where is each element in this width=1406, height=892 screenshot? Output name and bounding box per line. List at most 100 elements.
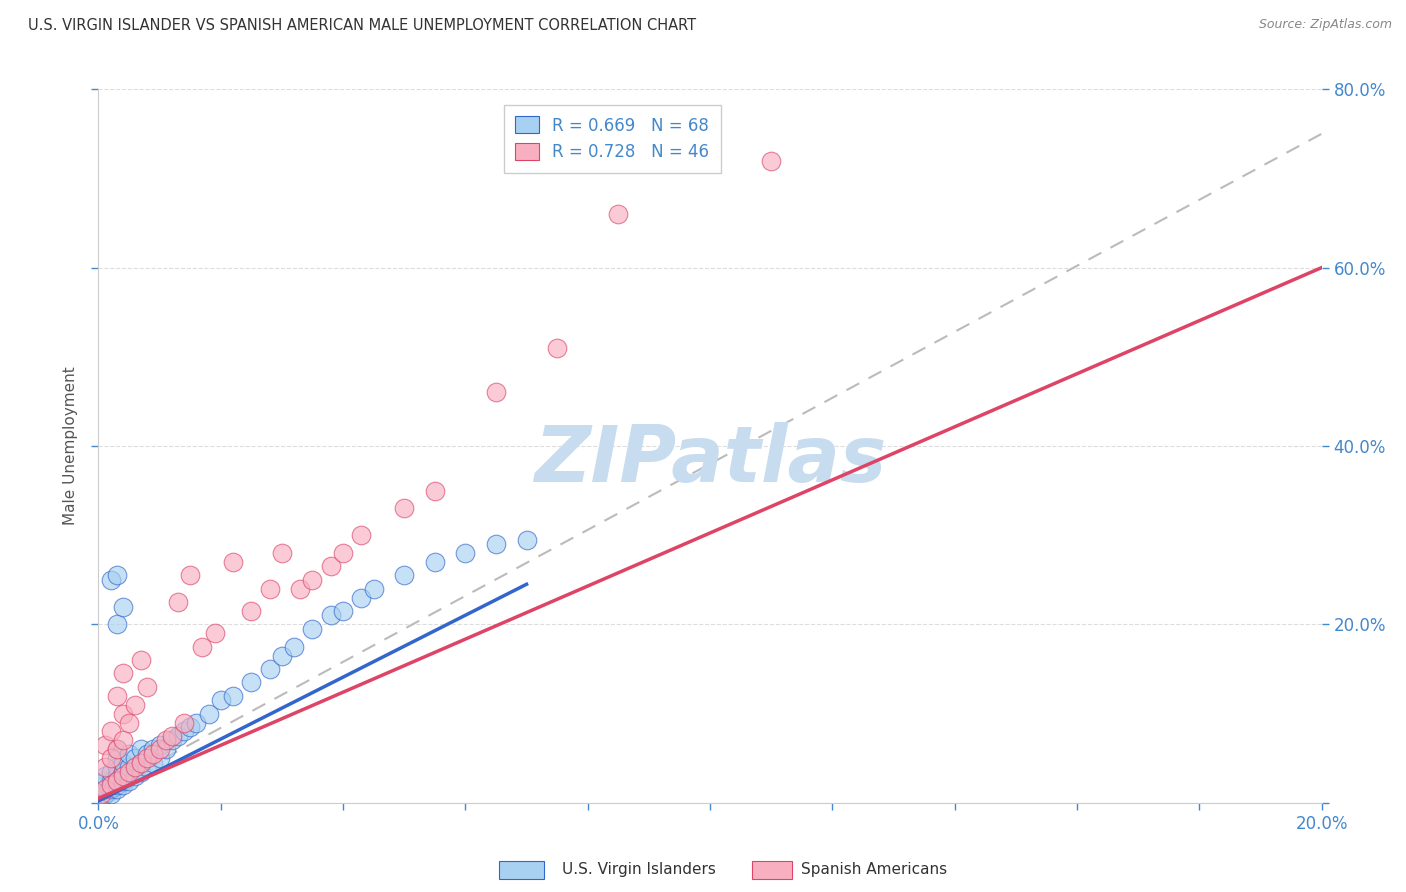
Point <box>105 778 128 792</box>
Legend: R = 0.669   N = 68, R = 0.728   N = 46: R = 0.669 N = 68, R = 0.728 N = 46 <box>503 104 721 173</box>
Point <box>607 207 630 221</box>
Point <box>179 720 201 734</box>
Point <box>350 528 373 542</box>
Point <box>105 773 128 788</box>
Point <box>111 756 134 770</box>
Point <box>173 724 195 739</box>
Point <box>105 773 128 788</box>
Point <box>149 738 172 752</box>
Point <box>319 608 342 623</box>
Point <box>100 751 122 765</box>
Point <box>118 769 141 783</box>
Point <box>111 599 134 614</box>
Point <box>100 782 122 797</box>
Point <box>100 778 122 792</box>
Point <box>124 751 146 765</box>
Point <box>105 617 128 632</box>
Point <box>259 662 281 676</box>
Point <box>423 555 446 569</box>
Point <box>485 537 508 551</box>
Point <box>301 622 323 636</box>
Point <box>93 738 115 752</box>
Point <box>124 760 146 774</box>
Text: U.S. Virgin Islanders: U.S. Virgin Islanders <box>562 863 716 877</box>
Point <box>111 769 134 783</box>
Point <box>129 756 152 770</box>
Point <box>118 747 141 761</box>
Point <box>155 733 177 747</box>
Point <box>283 640 305 654</box>
Point <box>111 773 134 788</box>
Point <box>270 546 292 560</box>
Point <box>167 595 190 609</box>
Point <box>423 483 446 498</box>
Point <box>259 582 281 596</box>
Point <box>111 733 134 747</box>
Point <box>118 715 141 730</box>
Point <box>129 764 152 779</box>
Point <box>759 153 782 168</box>
Point <box>111 764 134 779</box>
Point <box>136 747 159 761</box>
Point <box>100 778 122 792</box>
Point <box>222 689 245 703</box>
Point <box>222 555 245 569</box>
Point <box>118 760 141 774</box>
Point <box>186 715 208 730</box>
Point <box>332 546 354 560</box>
Point <box>93 760 115 774</box>
Point <box>111 666 134 681</box>
Point <box>392 568 416 582</box>
Point <box>93 769 115 783</box>
Point <box>454 546 477 560</box>
Point <box>301 573 323 587</box>
Point <box>90 791 112 805</box>
Point <box>100 573 122 587</box>
Point <box>124 760 146 774</box>
Point <box>105 751 128 765</box>
Point <box>392 501 416 516</box>
Point <box>105 760 128 774</box>
Point <box>240 604 263 618</box>
Point <box>129 653 152 667</box>
Point <box>155 742 177 756</box>
Point <box>142 747 165 761</box>
Point <box>93 773 115 788</box>
Point <box>363 582 385 596</box>
Point <box>93 782 115 797</box>
Point <box>197 706 219 721</box>
Point <box>319 559 342 574</box>
Point <box>142 742 165 756</box>
Point <box>118 764 141 779</box>
Point <box>179 568 201 582</box>
Point <box>149 742 172 756</box>
Point <box>105 742 128 756</box>
Point <box>105 568 128 582</box>
Point <box>290 582 312 596</box>
Point <box>485 385 508 400</box>
Point <box>149 751 172 765</box>
Point <box>160 733 183 747</box>
Text: Spanish Americans: Spanish Americans <box>801 863 948 877</box>
Point <box>93 782 115 797</box>
Point <box>100 787 122 801</box>
Point <box>129 742 152 756</box>
Point <box>124 698 146 712</box>
Point <box>124 769 146 783</box>
Point <box>111 706 134 721</box>
Y-axis label: Male Unemployment: Male Unemployment <box>63 367 77 525</box>
Point <box>173 715 195 730</box>
Point <box>100 764 122 779</box>
Point <box>90 787 112 801</box>
Point <box>129 756 152 770</box>
Text: ZIPatlas: ZIPatlas <box>534 422 886 499</box>
Point <box>105 769 128 783</box>
Point <box>516 533 538 547</box>
Point <box>103 780 125 794</box>
Point <box>240 675 263 690</box>
Point <box>270 648 292 663</box>
Point <box>136 680 159 694</box>
Point <box>93 787 115 801</box>
Point <box>118 773 141 788</box>
Point <box>204 626 226 640</box>
